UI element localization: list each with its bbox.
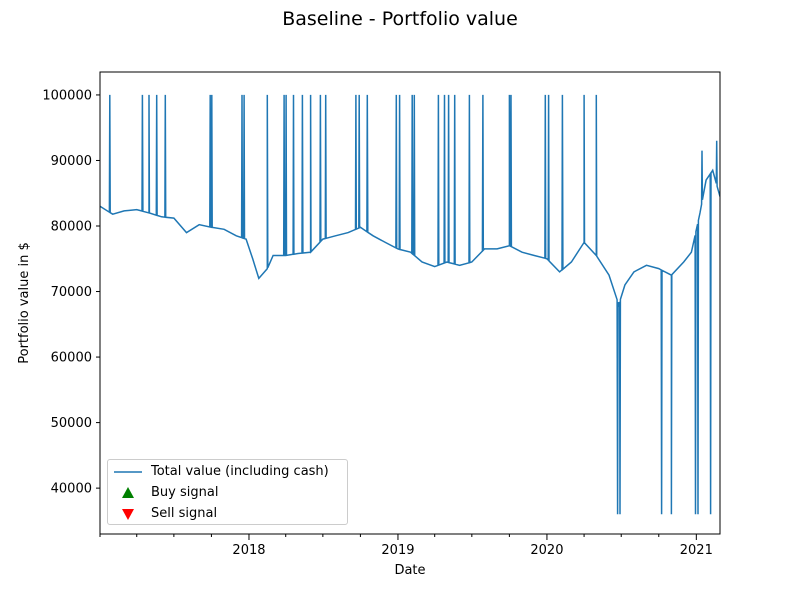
chart-title: Baseline - Portfolio value xyxy=(282,8,518,30)
legend-item-buy-signal: Buy signal xyxy=(108,483,347,503)
x-tick-label: 2021 xyxy=(680,543,713,558)
legend-item-total-value: Total value (including cash) xyxy=(108,462,347,482)
y-tick-label: 50000 xyxy=(51,416,92,431)
plot-area xyxy=(100,94,720,515)
legend: Total value (including cash) Buy signal … xyxy=(107,459,348,525)
series-line-total-value xyxy=(100,94,720,515)
x-tick-label: 2020 xyxy=(530,543,563,558)
x-axis: 2018 2019 2020 2021 xyxy=(99,534,713,558)
x-tick-label: 2018 xyxy=(232,543,265,558)
y-tick-label: 40000 xyxy=(51,482,92,497)
line-swatch-icon xyxy=(114,471,142,473)
triangle-up-icon xyxy=(122,487,134,498)
x-axis-label: Date xyxy=(394,563,425,578)
y-tick-label: 100000 xyxy=(42,88,92,103)
triangle-down-icon xyxy=(122,509,134,520)
y-tick-label: 60000 xyxy=(51,351,92,366)
legend-label-sell-signal: Sell signal xyxy=(151,506,218,521)
legend-item-sell-signal: Sell signal xyxy=(108,504,347,524)
legend-label-buy-signal: Buy signal xyxy=(151,485,219,500)
legend-label-total-value: Total value (including cash) xyxy=(151,464,329,479)
x-tick-label: 2019 xyxy=(381,543,414,558)
axes-frame xyxy=(99,71,721,535)
y-tick-label: 90000 xyxy=(51,154,92,169)
y-tick-label: 80000 xyxy=(51,220,92,235)
y-tick-label: 70000 xyxy=(51,285,92,300)
y-axis-label: Portfolio value in $ xyxy=(17,242,32,364)
y-axis: 40000 50000 60000 70000 80000 90000 100000 xyxy=(42,88,100,497)
